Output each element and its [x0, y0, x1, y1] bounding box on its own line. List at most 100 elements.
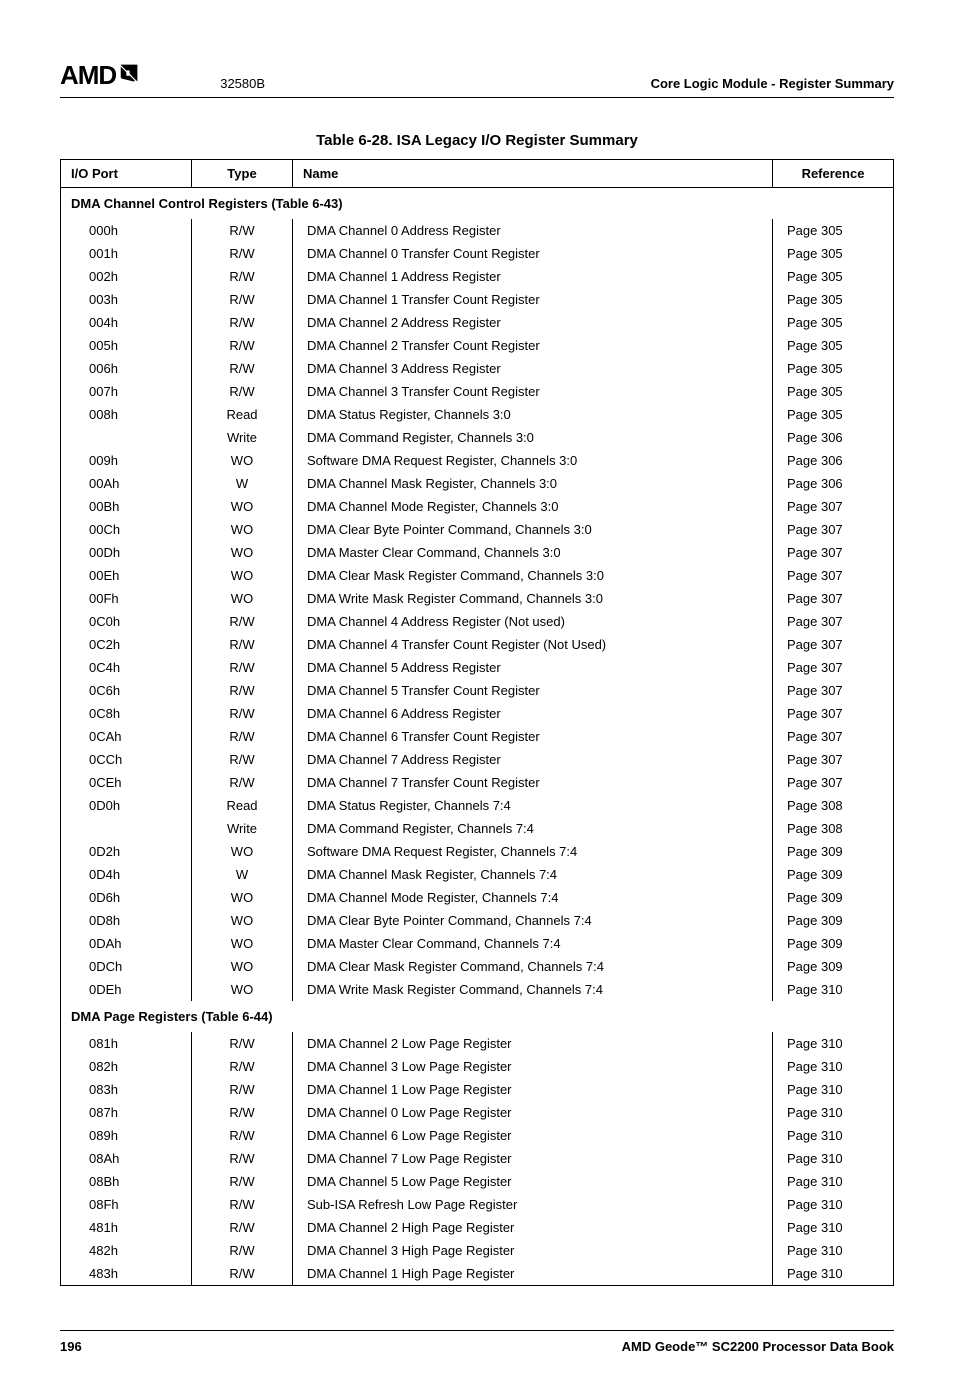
cell-type: WO [192, 909, 293, 932]
cell-port: 083h [61, 1078, 192, 1101]
cell-ref: Page 305 [773, 265, 894, 288]
cell-type: W [192, 863, 293, 886]
cell-ref: Page 307 [773, 587, 894, 610]
cell-type: R/W [192, 725, 293, 748]
table-row: 007hR/WDMA Channel 3 Transfer Count Regi… [61, 380, 894, 403]
cell-type: Write [192, 817, 293, 840]
cell-port: 008h [61, 403, 192, 426]
table-row: 0C0hR/WDMA Channel 4 Address Register (N… [61, 610, 894, 633]
cell-type: WO [192, 564, 293, 587]
cell-ref: Page 307 [773, 679, 894, 702]
cell-ref: Page 307 [773, 656, 894, 679]
cell-name: DMA Clear Mask Register Command, Channel… [293, 564, 773, 587]
cell-name: DMA Channel 7 Address Register [293, 748, 773, 771]
cell-port: 08Fh [61, 1193, 192, 1216]
cell-ref: Page 309 [773, 886, 894, 909]
cell-port: 0D8h [61, 909, 192, 932]
cell-port: 000h [61, 219, 192, 242]
cell-ref: Page 307 [773, 748, 894, 771]
table-row: 005hR/WDMA Channel 2 Transfer Count Regi… [61, 334, 894, 357]
cell-port: 004h [61, 311, 192, 334]
cell-type: R/W [192, 1170, 293, 1193]
table-row: 008hReadDMA Status Register, Channels 3:… [61, 403, 894, 426]
cell-name: DMA Channel 0 Address Register [293, 219, 773, 242]
cell-port: 0C4h [61, 656, 192, 679]
section-heading-text: DMA Channel Control Registers (Table 6-4… [61, 188, 894, 220]
cell-name: DMA Channel 5 Low Page Register [293, 1170, 773, 1193]
table-row: 089hR/WDMA Channel 6 Low Page RegisterPa… [61, 1124, 894, 1147]
cell-ref: Page 307 [773, 702, 894, 725]
cell-name: DMA Channel Mask Register, Channels 3:0 [293, 472, 773, 495]
cell-port: 0C8h [61, 702, 192, 725]
cell-port: 00Ah [61, 472, 192, 495]
cell-ref: Page 310 [773, 1147, 894, 1170]
cell-name: DMA Channel 7 Low Page Register [293, 1147, 773, 1170]
cell-ref: Page 305 [773, 357, 894, 380]
cell-port: 089h [61, 1124, 192, 1147]
cell-name: DMA Write Mask Register Command, Channel… [293, 978, 773, 1001]
cell-name: DMA Write Mask Register Command, Channel… [293, 587, 773, 610]
cell-ref: Page 305 [773, 334, 894, 357]
cell-ref: Page 305 [773, 219, 894, 242]
cell-ref: Page 305 [773, 288, 894, 311]
cell-ref: Page 310 [773, 1239, 894, 1262]
table-row: 00BhWODMA Channel Mode Register, Channel… [61, 495, 894, 518]
cell-ref: Page 307 [773, 771, 894, 794]
cell-port: 08Bh [61, 1170, 192, 1193]
cell-port: 00Bh [61, 495, 192, 518]
cell-name: DMA Channel 1 High Page Register [293, 1262, 773, 1286]
cell-port: 482h [61, 1239, 192, 1262]
table-row: 481hR/WDMA Channel 2 High Page RegisterP… [61, 1216, 894, 1239]
table-row: 0DEhWODMA Write Mask Register Command, C… [61, 978, 894, 1001]
cell-type: R/W [192, 1101, 293, 1124]
cell-type: R/W [192, 219, 293, 242]
cell-port: 001h [61, 242, 192, 265]
cell-port: 002h [61, 265, 192, 288]
cell-ref: Page 310 [773, 1124, 894, 1147]
cell-port: 087h [61, 1101, 192, 1124]
cell-port: 0DAh [61, 932, 192, 955]
cell-name: DMA Channel 3 Low Page Register [293, 1055, 773, 1078]
cell-port: 007h [61, 380, 192, 403]
amd-logo: AMD [60, 60, 140, 91]
cell-name: DMA Master Clear Command, Channels 3:0 [293, 541, 773, 564]
table-row: 08AhR/WDMA Channel 7 Low Page RegisterPa… [61, 1147, 894, 1170]
cell-ref: Page 306 [773, 426, 894, 449]
page-footer: 196 AMD Geode™ SC2200 Processor Data Boo… [60, 1330, 894, 1354]
cell-type: R/W [192, 1216, 293, 1239]
table-row: 0CAhR/WDMA Channel 6 Transfer Count Regi… [61, 725, 894, 748]
cell-type: R/W [192, 1147, 293, 1170]
cell-name: DMA Channel 0 Low Page Register [293, 1101, 773, 1124]
cell-port: 0DEh [61, 978, 192, 1001]
table-row: 0D0hReadDMA Status Register, Channels 7:… [61, 794, 894, 817]
cell-name: DMA Channel 1 Transfer Count Register [293, 288, 773, 311]
cell-port: 08Ah [61, 1147, 192, 1170]
cell-name: DMA Channel 3 Transfer Count Register [293, 380, 773, 403]
cell-port: 483h [61, 1262, 192, 1286]
cell-type: R/W [192, 1078, 293, 1101]
table-row: 0C8hR/WDMA Channel 6 Address RegisterPag… [61, 702, 894, 725]
cell-port: 0D4h [61, 863, 192, 886]
doc-code: 32580B [220, 76, 265, 91]
cell-port: 0D0h [61, 794, 192, 817]
cell-ref: Page 310 [773, 978, 894, 1001]
cell-type: R/W [192, 771, 293, 794]
cell-name: DMA Channel 2 High Page Register [293, 1216, 773, 1239]
cell-name: DMA Channel Mode Register, Channels 3:0 [293, 495, 773, 518]
cell-name: DMA Channel 6 Low Page Register [293, 1124, 773, 1147]
cell-port: 082h [61, 1055, 192, 1078]
cell-name: DMA Channel 2 Transfer Count Register [293, 334, 773, 357]
cell-type: WO [192, 955, 293, 978]
cell-ref: Page 307 [773, 564, 894, 587]
cell-ref: Page 309 [773, 863, 894, 886]
table-header-row: I/O Port Type Name Reference [61, 160, 894, 188]
table-row: 006hR/WDMA Channel 3 Address RegisterPag… [61, 357, 894, 380]
cell-ref: Page 305 [773, 380, 894, 403]
cell-port [61, 426, 192, 449]
section-heading-text: DMA Page Registers (Table 6-44) [61, 1001, 894, 1032]
cell-port: 481h [61, 1216, 192, 1239]
cell-ref: Page 307 [773, 610, 894, 633]
cell-name: DMA Channel 7 Transfer Count Register [293, 771, 773, 794]
cell-name: DMA Command Register, Channels 7:4 [293, 817, 773, 840]
cell-type: R/W [192, 633, 293, 656]
